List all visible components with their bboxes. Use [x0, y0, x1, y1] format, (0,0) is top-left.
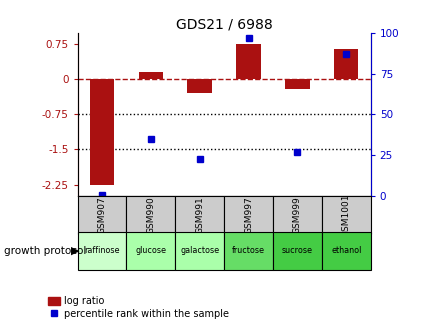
Text: GSM997: GSM997: [243, 196, 252, 234]
Bar: [77, 232, 126, 270]
Bar: [272, 196, 321, 234]
Bar: [175, 196, 224, 234]
Bar: [138, 72, 163, 79]
Bar: [175, 232, 224, 270]
Bar: [272, 232, 321, 270]
Text: GSM907: GSM907: [97, 196, 106, 234]
Bar: [126, 196, 175, 234]
Bar: [285, 79, 309, 89]
Text: GSM991: GSM991: [195, 196, 204, 234]
Text: glucose: glucose: [135, 247, 166, 255]
Legend: log ratio, percentile rank within the sample: log ratio, percentile rank within the sa…: [48, 296, 228, 319]
Bar: [224, 232, 272, 270]
Bar: [224, 196, 272, 234]
Bar: [187, 79, 212, 94]
Bar: [236, 44, 260, 79]
Bar: [126, 232, 175, 270]
Bar: [89, 79, 114, 184]
Text: ▶: ▶: [71, 246, 80, 256]
Text: fructose: fructose: [231, 247, 264, 255]
Bar: [321, 196, 370, 234]
Text: sucrose: sucrose: [281, 247, 312, 255]
Bar: [321, 232, 370, 270]
Title: GDS21 / 6988: GDS21 / 6988: [175, 18, 272, 31]
Text: GSM999: GSM999: [292, 196, 301, 234]
Text: raffinose: raffinose: [84, 247, 120, 255]
Text: growth protocol: growth protocol: [4, 246, 86, 256]
Text: GSM990: GSM990: [146, 196, 155, 234]
Text: galactose: galactose: [180, 247, 219, 255]
Text: ethanol: ethanol: [330, 247, 361, 255]
Bar: [77, 196, 126, 234]
Text: GSM1001: GSM1001: [341, 193, 350, 237]
Bar: [333, 49, 358, 79]
